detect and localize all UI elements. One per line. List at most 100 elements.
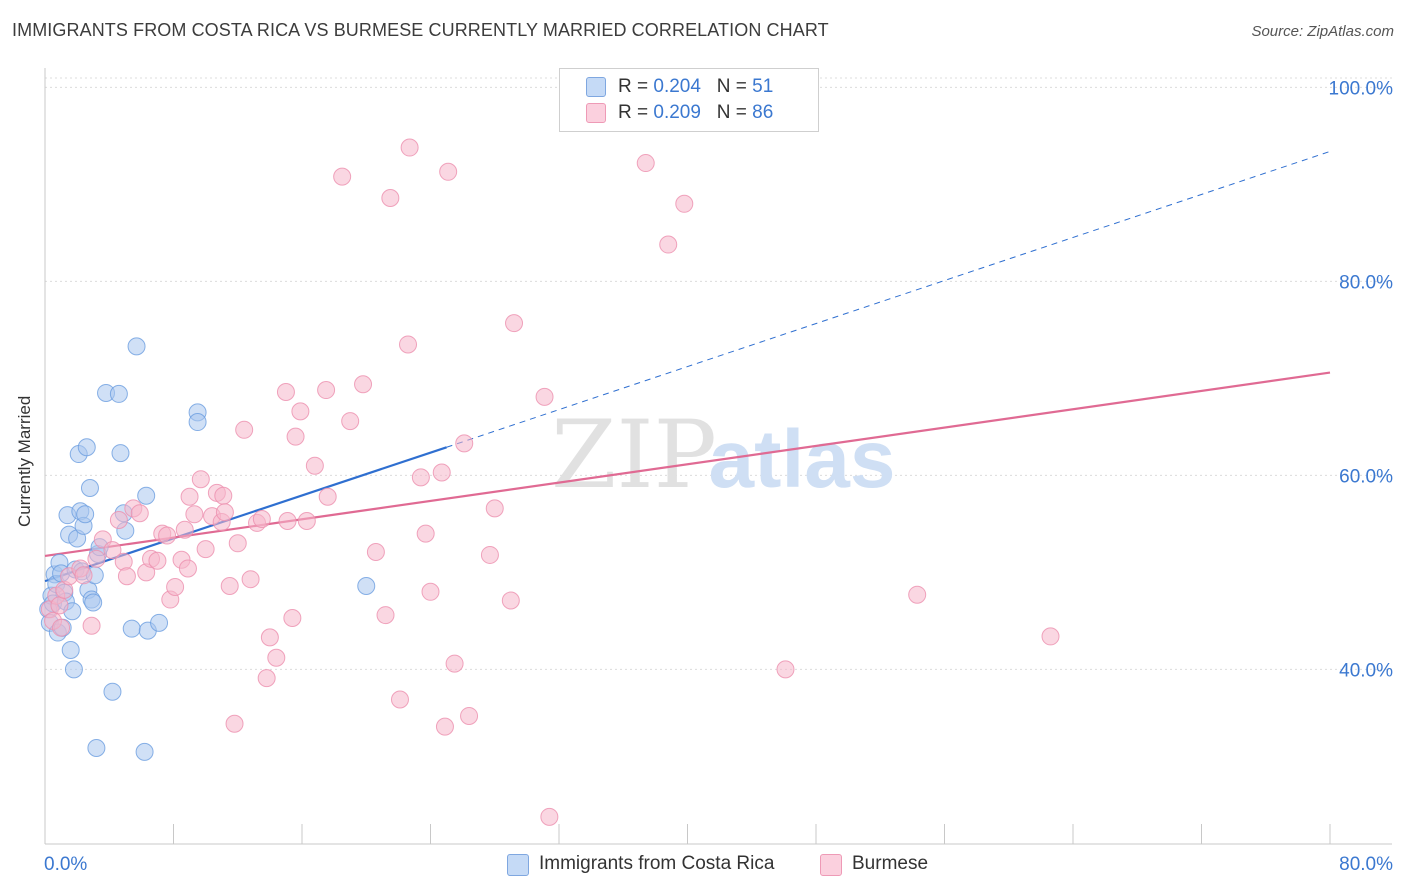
point-burmese: [908, 585, 927, 604]
point-burmese: [432, 463, 451, 482]
point-burmese: [180, 487, 199, 506]
point-burmese: [291, 402, 310, 421]
y-axis-label: Currently Married: [15, 395, 34, 527]
point-burmese: [376, 606, 395, 625]
point-burmese: [400, 138, 419, 157]
point-costa-rica: [84, 593, 103, 612]
point-burmese: [241, 570, 260, 589]
point-costa-rica: [135, 742, 154, 761]
chart-title: IMMIGRANTS FROM COSTA RICA VS BURMESE CU…: [12, 20, 829, 40]
watermark-atlas: atlas: [709, 414, 896, 505]
legend-swatch-costa-rica: [586, 77, 606, 97]
point-burmese: [130, 504, 149, 523]
bottom-legend-swatch-burmese: [820, 854, 842, 876]
point-costa-rica: [137, 486, 156, 505]
point-costa-rica: [188, 413, 207, 432]
point-burmese: [535, 387, 554, 406]
point-costa-rica: [127, 337, 146, 356]
point-burmese: [317, 381, 336, 400]
legend-n-label: N =: [716, 102, 747, 123]
point-burmese: [411, 468, 430, 487]
y-tick-label: 80.0%: [1339, 272, 1393, 293]
point-burmese: [505, 314, 524, 333]
point-burmese: [166, 577, 185, 596]
point-burmese: [82, 616, 101, 635]
point-costa-rica: [61, 641, 80, 659]
point-costa-rica: [109, 384, 128, 403]
point-burmese: [455, 434, 474, 453]
legend-r-value: 0.204: [653, 76, 701, 97]
point-burmese: [460, 706, 479, 725]
trend-line-costa-rica: [44, 446, 447, 583]
point-burmese: [390, 690, 409, 709]
x-tick-labels: 0.0% 80.0%: [44, 854, 1393, 875]
y-tick-label: 60.0%: [1339, 466, 1393, 487]
point-burmese: [196, 540, 215, 559]
point-burmese: [485, 499, 504, 518]
point-costa-rica: [80, 479, 99, 498]
point-costa-rica: [122, 619, 141, 638]
point-costa-rica: [87, 738, 106, 757]
x-tick-label: 80.0%: [1339, 854, 1393, 875]
point-burmese: [297, 511, 316, 530]
point-burmese: [1041, 627, 1060, 646]
watermark: ZIP atlas: [551, 401, 895, 510]
y-tick-labels: 40.0% 60.0% 80.0% 100.0%: [1329, 78, 1394, 681]
legend-n-value: 86: [752, 102, 774, 123]
point-burmese: [87, 549, 106, 568]
point-burmese: [148, 551, 167, 570]
legend-r-value: 0.209: [653, 102, 701, 123]
point-burmese: [366, 543, 385, 562]
x-tick-label: 0.0%: [44, 854, 87, 875]
point-burmese: [117, 567, 136, 586]
point-burmese: [114, 552, 133, 571]
y-tick-label: 40.0%: [1339, 660, 1393, 681]
point-costa-rica: [357, 576, 376, 595]
bottom-legend-label-burmese: Burmese: [852, 853, 929, 874]
point-burmese: [283, 608, 302, 627]
data-points: [39, 138, 1060, 826]
legend-r-label: R =: [618, 76, 649, 97]
point-burmese: [214, 486, 233, 505]
point-burmese: [225, 714, 244, 733]
point-costa-rica: [103, 682, 122, 701]
point-burmese: [381, 188, 400, 207]
point-burmese: [435, 717, 454, 736]
point-costa-rica: [64, 660, 83, 679]
point-burmese: [286, 427, 305, 446]
point-burmese: [354, 375, 373, 394]
point-burmese: [480, 545, 499, 564]
point-costa-rica: [111, 444, 130, 463]
legend-r-label: R =: [618, 102, 649, 123]
point-burmese: [50, 596, 69, 615]
y-tick-label: 100.0%: [1329, 78, 1394, 99]
point-burmese: [318, 487, 337, 506]
trend-line-costa-rica-extension: [446, 150, 1331, 448]
point-burmese: [109, 511, 128, 530]
point-burmese: [191, 470, 210, 489]
point-burmese: [52, 618, 71, 637]
point-burmese: [185, 505, 204, 524]
point-burmese: [175, 520, 194, 539]
point-burmese: [333, 167, 352, 186]
point-burmese: [74, 566, 93, 585]
point-burmese: [276, 382, 295, 401]
point-burmese: [260, 628, 279, 647]
point-burmese: [341, 412, 360, 431]
trend-lines: [44, 150, 1331, 583]
point-burmese: [636, 154, 655, 173]
bottom-legend-swatch-costa-rica: [507, 854, 529, 876]
point-burmese: [439, 162, 458, 181]
point-burmese: [267, 648, 286, 667]
point-burmese: [158, 526, 177, 545]
point-burmese: [257, 669, 276, 688]
point-burmese: [501, 591, 520, 610]
legend-n-value: 51: [752, 76, 774, 97]
point-burmese: [235, 420, 254, 439]
point-burmese: [540, 807, 559, 826]
chart-source: Source: ZipAtlas.com: [1251, 23, 1394, 40]
point-burmese: [215, 503, 234, 522]
point-costa-rica: [77, 438, 96, 457]
stats-legend: R = 0.204 N = 51 R = 0.209 N = 86: [559, 68, 819, 132]
